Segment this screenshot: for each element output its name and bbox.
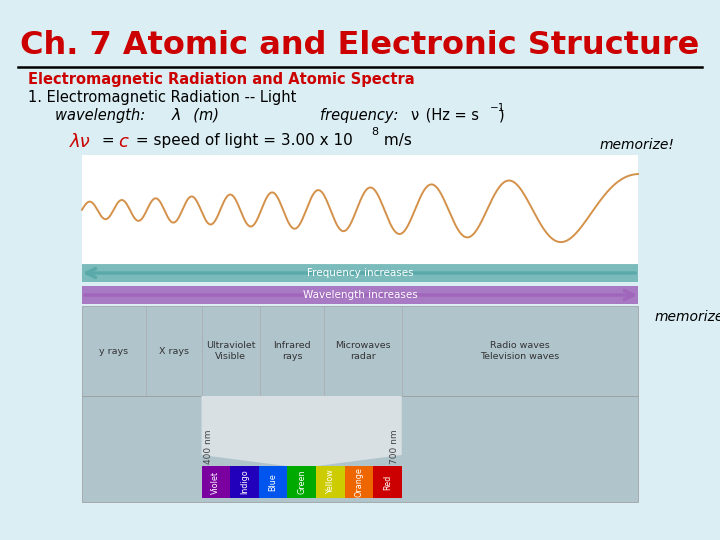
Text: Frequency increases: Frequency increases — [307, 268, 413, 278]
Text: λν: λν — [70, 133, 91, 151]
Bar — [258, 466, 287, 498]
Text: Ch. 7 Atomic and Electronic Structure: Ch. 7 Atomic and Electronic Structure — [20, 30, 700, 61]
Text: Wavelength increases: Wavelength increases — [302, 290, 418, 300]
Bar — [230, 466, 258, 498]
Bar — [373, 466, 402, 498]
Text: = speed of light = 3.00 x 10: = speed of light = 3.00 x 10 — [131, 133, 353, 148]
Text: ): ) — [499, 108, 505, 123]
Bar — [82, 286, 638, 304]
Text: Radio waves
Television waves: Radio waves Television waves — [480, 341, 559, 361]
Text: Ultraviolet
Visible: Ultraviolet Visible — [206, 341, 256, 361]
Text: Orange: Orange — [354, 467, 364, 497]
Text: −1: −1 — [490, 103, 505, 113]
Text: λ: λ — [172, 108, 181, 123]
Polygon shape — [202, 396, 402, 468]
Bar — [344, 466, 373, 498]
Text: Green: Green — [297, 470, 306, 494]
Text: Indigo: Indigo — [240, 470, 249, 495]
Text: ν: ν — [410, 108, 418, 123]
Bar — [82, 155, 638, 265]
Text: memorize!: memorize! — [655, 310, 720, 324]
Text: Yellow: Yellow — [325, 470, 335, 495]
Text: Infrared
rays: Infrared rays — [273, 341, 311, 361]
Text: c: c — [118, 133, 128, 151]
Bar — [316, 466, 344, 498]
Text: 8: 8 — [371, 127, 378, 137]
Text: m/s: m/s — [379, 133, 412, 148]
Text: Red: Red — [383, 474, 392, 490]
Text: Blue: Blue — [269, 473, 277, 491]
Text: frequency:: frequency: — [320, 108, 403, 123]
Bar — [82, 264, 638, 282]
Text: X rays: X rays — [158, 347, 189, 355]
Text: 400 nm: 400 nm — [204, 429, 213, 464]
Text: wavelength:: wavelength: — [55, 108, 154, 123]
Text: 700 nm: 700 nm — [390, 429, 399, 464]
Bar — [287, 466, 316, 498]
Text: y rays: y rays — [99, 347, 129, 355]
Bar — [82, 306, 638, 396]
Text: =: = — [97, 133, 120, 148]
Text: Electromagnetic Radiation and Atomic Spectra: Electromagnetic Radiation and Atomic Spe… — [28, 72, 415, 87]
Text: memorize!: memorize! — [600, 138, 675, 152]
Bar — [82, 396, 638, 502]
Text: (m): (m) — [184, 108, 219, 123]
Text: Microwaves
radar: Microwaves radar — [335, 341, 390, 361]
Bar — [202, 466, 230, 498]
Text: (Hz = s: (Hz = s — [421, 108, 479, 123]
Text: Violet: Violet — [212, 470, 220, 494]
Text: 1. Electromagnetic Radiation -- Light: 1. Electromagnetic Radiation -- Light — [28, 90, 297, 105]
